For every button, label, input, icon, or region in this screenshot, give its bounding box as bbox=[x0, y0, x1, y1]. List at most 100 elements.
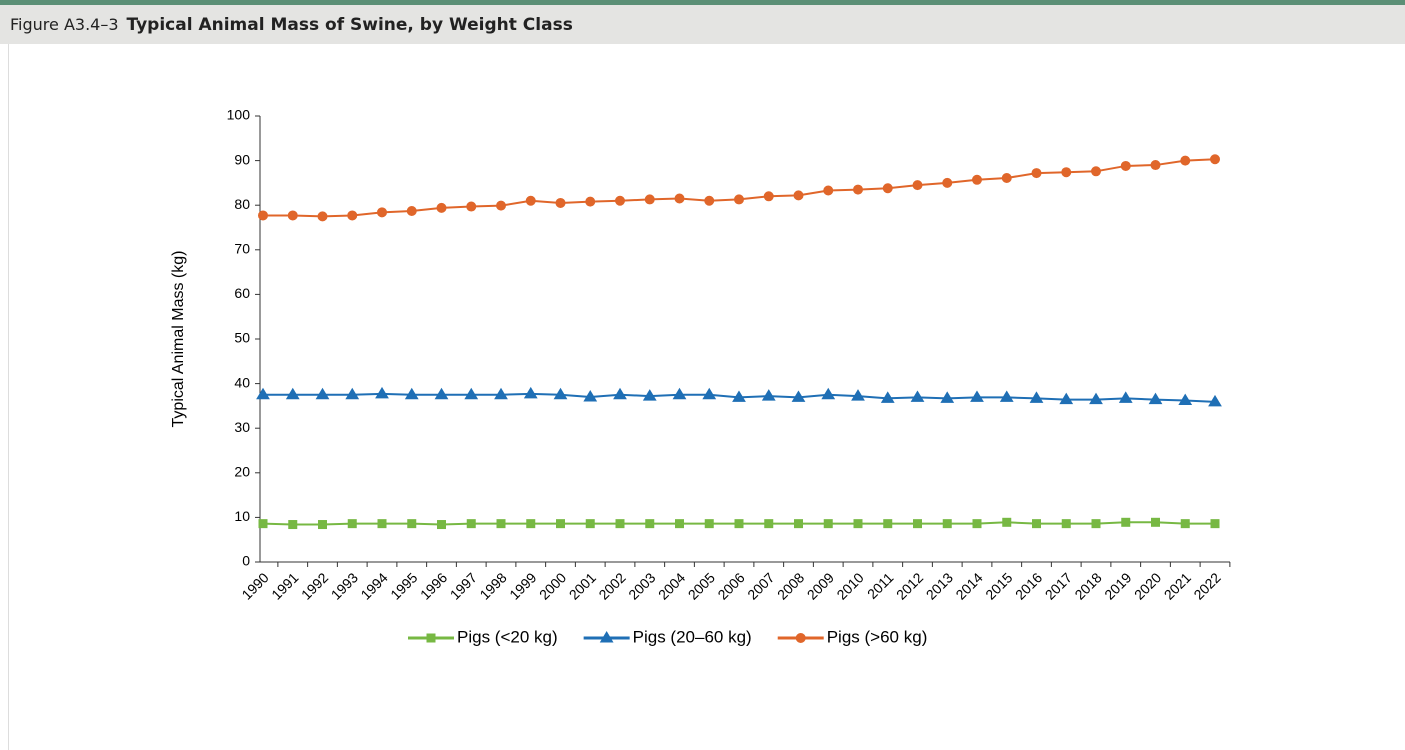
legend-marker bbox=[426, 633, 436, 643]
x-tick-label: 2019 bbox=[1101, 569, 1134, 602]
x-tick-label: 2009 bbox=[804, 569, 837, 602]
point bbox=[347, 210, 358, 221]
x-tick-label: 1992 bbox=[298, 569, 331, 602]
point bbox=[823, 185, 834, 196]
point bbox=[761, 389, 776, 401]
point bbox=[406, 205, 417, 216]
point bbox=[1208, 394, 1222, 407]
point bbox=[1031, 168, 1042, 179]
point bbox=[942, 177, 953, 188]
point bbox=[794, 519, 803, 529]
point bbox=[972, 174, 982, 185]
y-axis-label: Typical Animal Mass (kg) bbox=[170, 251, 187, 428]
point bbox=[613, 387, 627, 400]
x-tick-label: 1994 bbox=[357, 569, 390, 602]
point bbox=[642, 389, 657, 401]
point bbox=[1210, 519, 1220, 529]
point bbox=[347, 519, 357, 529]
y-tick-label: 40 bbox=[234, 374, 250, 390]
point bbox=[999, 390, 1014, 402]
point bbox=[821, 387, 836, 400]
x-tick-label: 1998 bbox=[476, 569, 509, 602]
figure-title: Typical Animal Mass of Swine, by Weight … bbox=[126, 14, 573, 35]
point bbox=[853, 519, 863, 529]
x-tick-label: 2004 bbox=[655, 569, 688, 602]
x-tick-label: 2016 bbox=[1012, 569, 1045, 602]
y-tick-label: 20 bbox=[234, 464, 250, 480]
point bbox=[1151, 517, 1160, 527]
point bbox=[1148, 392, 1163, 405]
point bbox=[1118, 391, 1133, 403]
point bbox=[377, 519, 387, 529]
y-tick-label: 90 bbox=[234, 151, 250, 167]
point bbox=[1180, 519, 1190, 529]
point bbox=[615, 519, 625, 529]
x-tick-label: 1993 bbox=[328, 569, 361, 602]
series-line bbox=[263, 158, 1216, 218]
point bbox=[553, 387, 568, 400]
point bbox=[258, 519, 268, 529]
legend-label: Pigs (>60 kg) bbox=[827, 627, 928, 646]
x-tick-label: 2017 bbox=[1042, 569, 1075, 602]
point bbox=[644, 194, 655, 205]
point bbox=[675, 519, 684, 529]
figure-header: Figure A3.4–3 Typical Animal Mass of Swi… bbox=[0, 0, 1405, 44]
point bbox=[970, 390, 984, 402]
point bbox=[1089, 392, 1103, 405]
point bbox=[436, 202, 447, 213]
figure-body bbox=[8, 44, 1405, 750]
y-tick-label: 10 bbox=[234, 508, 250, 524]
x-tick-label: 2011 bbox=[864, 569, 897, 602]
x-tick-label: 2001 bbox=[566, 569, 599, 602]
x-tick-label: 2012 bbox=[893, 569, 926, 602]
point bbox=[764, 519, 774, 529]
point bbox=[1091, 166, 1101, 177]
x-tick-label: 2022 bbox=[1190, 569, 1223, 602]
point bbox=[583, 390, 598, 402]
x-tick-label: 2005 bbox=[685, 569, 718, 602]
point bbox=[732, 390, 746, 402]
x-tick-label: 2006 bbox=[714, 569, 747, 602]
point bbox=[375, 386, 389, 399]
point bbox=[555, 197, 566, 208]
point bbox=[585, 196, 596, 207]
x-tick-label: 2020 bbox=[1131, 569, 1164, 602]
point bbox=[972, 519, 982, 529]
point bbox=[466, 201, 477, 212]
x-tick-label: 1996 bbox=[417, 569, 450, 602]
point bbox=[912, 180, 923, 191]
point bbox=[882, 183, 893, 194]
x-tick-label: 2013 bbox=[923, 569, 956, 602]
legend-label: Pigs (<20 kg) bbox=[457, 627, 558, 646]
legend-marker bbox=[599, 631, 614, 643]
x-tick-label: 1990 bbox=[238, 569, 271, 602]
point bbox=[1061, 167, 1072, 178]
y-tick-label: 100 bbox=[227, 107, 251, 123]
point bbox=[494, 387, 508, 400]
point bbox=[466, 519, 476, 529]
point bbox=[823, 519, 833, 529]
point bbox=[910, 390, 925, 402]
point bbox=[464, 387, 479, 400]
x-tick-label: 2008 bbox=[774, 569, 807, 602]
point bbox=[1178, 393, 1193, 406]
point bbox=[851, 389, 865, 401]
point bbox=[1210, 154, 1220, 165]
y-tick-label: 80 bbox=[234, 196, 250, 212]
legend-marker bbox=[795, 633, 806, 643]
point bbox=[1029, 391, 1044, 403]
point bbox=[315, 387, 330, 400]
point bbox=[883, 519, 893, 529]
x-tick-label: 2010 bbox=[833, 569, 866, 602]
point bbox=[615, 195, 625, 206]
x-tick-label: 2002 bbox=[595, 569, 628, 602]
point bbox=[256, 387, 270, 400]
point bbox=[791, 390, 806, 402]
x-tick-label: 1997 bbox=[447, 569, 480, 602]
point bbox=[1032, 519, 1041, 529]
point bbox=[1120, 160, 1131, 171]
point bbox=[285, 387, 300, 400]
point bbox=[287, 210, 298, 221]
point bbox=[1091, 519, 1101, 529]
